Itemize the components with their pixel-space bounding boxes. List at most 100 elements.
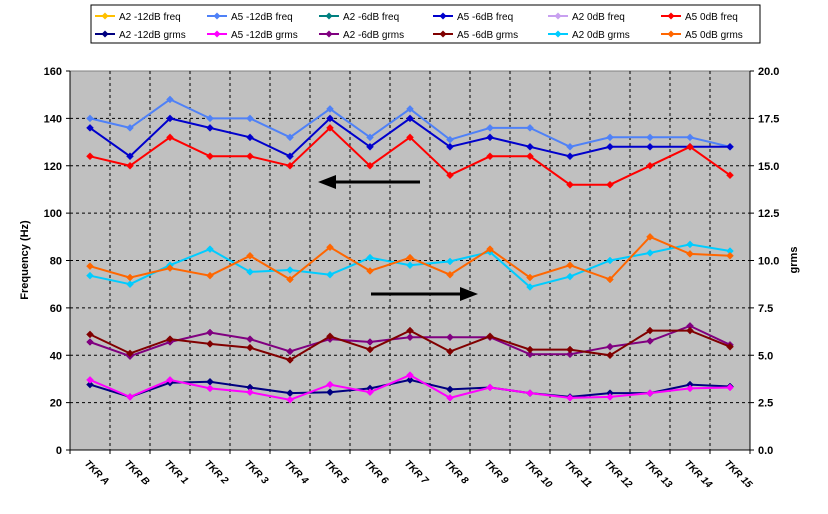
data-point [686, 133, 694, 142]
data-point [566, 272, 574, 281]
data-point [486, 245, 494, 253]
legend-label: A2 -6dB grms [343, 30, 404, 41]
data-point [406, 105, 414, 113]
legend-marker [325, 30, 333, 38]
data-point [366, 338, 374, 346]
data-point [286, 347, 294, 356]
data-point [606, 256, 614, 265]
data-point [486, 123, 494, 132]
data-point [86, 380, 94, 389]
data-point [206, 340, 214, 348]
data-point [406, 253, 414, 262]
x-tick-label: TKR 15 [722, 458, 754, 490]
data-point [366, 345, 374, 354]
data-point [286, 152, 294, 161]
data-point [526, 152, 534, 161]
data-point [526, 142, 534, 151]
y-axis-title: Frequency (Hz) [19, 220, 31, 300]
x-tick-label: TKR A [82, 458, 111, 487]
data-point [366, 388, 374, 397]
data-point [286, 395, 294, 404]
data-point [566, 152, 574, 161]
x-tick-label: TKR 2 [202, 458, 231, 487]
data-point [126, 349, 134, 358]
data-point [406, 114, 414, 123]
data-point [406, 133, 414, 142]
data-point [366, 161, 374, 170]
data-point [646, 232, 654, 241]
data-point [166, 133, 174, 142]
data-point [566, 350, 574, 359]
data-point [406, 371, 414, 380]
series-5 [86, 123, 734, 189]
x-tick-label: TKR 1 [162, 458, 191, 487]
data-point [206, 271, 214, 280]
data-point [686, 240, 694, 249]
data-point [646, 326, 654, 335]
data-point [526, 350, 534, 359]
data-point [166, 114, 174, 123]
data-point [606, 342, 614, 351]
series-1 [86, 95, 734, 151]
data-point [286, 161, 294, 170]
data-point [406, 326, 414, 335]
data-point [726, 383, 734, 392]
series-3 [86, 114, 734, 161]
data-point [446, 347, 454, 356]
series-10 [86, 240, 734, 291]
data-point [206, 123, 214, 132]
y2-tick-label: 10.0 [758, 256, 779, 268]
data-point [166, 95, 174, 104]
data-point [126, 152, 134, 161]
data-point [686, 142, 694, 151]
data-point [86, 330, 94, 339]
data-point [566, 394, 574, 402]
data-point [526, 283, 534, 291]
data-point [446, 142, 454, 151]
data-point [246, 251, 254, 260]
y2-tick-label: 5.0 [758, 350, 773, 362]
data-point [166, 376, 174, 384]
x-tick-label: TKR 11 [562, 458, 594, 490]
x-tick-label: TKR 8 [442, 458, 471, 487]
x-tick-label: TKR 3 [242, 458, 271, 487]
data-point [246, 388, 254, 397]
data-point [246, 152, 254, 161]
legend-label: A2 0dB freq [572, 12, 625, 23]
legend-marker [554, 12, 562, 20]
annotation-arrows [318, 175, 478, 301]
y2-tick-label: 12.5 [758, 208, 779, 220]
legend-marker [439, 12, 447, 20]
data-point [326, 388, 334, 397]
data-point [246, 335, 254, 343]
legend-marker [667, 30, 675, 38]
series-11 [86, 232, 734, 284]
y-tick-label: 0 [56, 445, 62, 457]
data-point [286, 133, 294, 142]
legend-marker [213, 30, 221, 38]
data-point [166, 335, 174, 343]
data-point [326, 243, 334, 252]
legend-label: A5 0dB grms [685, 30, 743, 41]
data-point [326, 105, 334, 113]
data-point [686, 326, 694, 335]
data-point [446, 333, 454, 342]
y-tick-label: 80 [50, 256, 62, 268]
legend-marker [101, 30, 109, 38]
x-tick-label: TKR 14 [682, 458, 714, 490]
data-point [646, 249, 654, 257]
x-tick-label: TKR B [122, 458, 151, 487]
y2-tick-label: 15.0 [758, 161, 779, 173]
data-point [646, 142, 654, 151]
y2-tick-label: 7.5 [758, 303, 773, 315]
data-point [606, 275, 614, 284]
data-point [206, 384, 214, 393]
data-point [86, 123, 94, 132]
legend-marker [439, 30, 447, 38]
data-point [86, 152, 94, 161]
legend-label: A2 -12dB freq [119, 12, 181, 23]
x-tick-label: TKR 12 [602, 458, 634, 490]
series-9 [86, 326, 734, 364]
data-point [526, 389, 534, 398]
data-point [86, 271, 94, 280]
